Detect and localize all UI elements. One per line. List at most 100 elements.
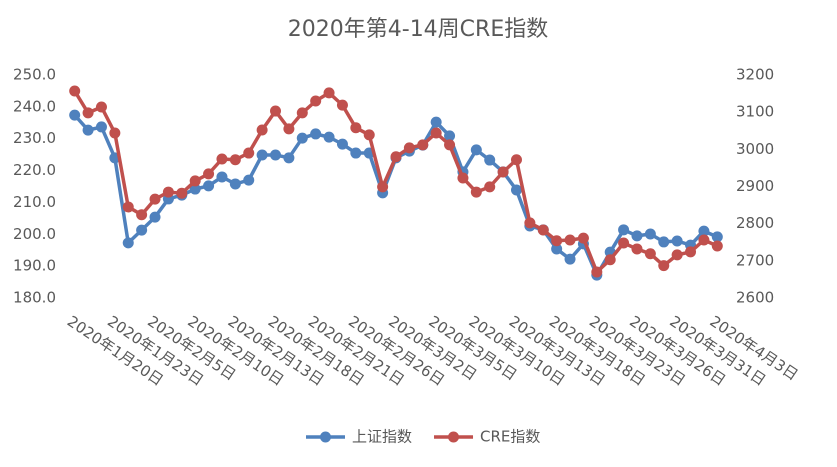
- point: [323, 87, 335, 99]
- point: [631, 243, 643, 255]
- point: [524, 217, 536, 229]
- point: [350, 147, 362, 159]
- point: [270, 105, 282, 117]
- point: [229, 178, 241, 190]
- point: [564, 234, 576, 246]
- y2-tick-label: 2900: [736, 177, 774, 195]
- point: [243, 174, 255, 186]
- point: [470, 144, 482, 156]
- point: [189, 175, 201, 187]
- point: [430, 127, 442, 139]
- y2-tick-label: 2700: [736, 251, 774, 269]
- legend-marker: [320, 431, 331, 443]
- point: [671, 235, 683, 247]
- point: [363, 129, 375, 141]
- point: [510, 154, 522, 166]
- point: [336, 99, 348, 111]
- point: [243, 147, 255, 159]
- point: [296, 132, 308, 144]
- point: [189, 183, 201, 195]
- point: [229, 154, 241, 166]
- point: [296, 107, 308, 119]
- point: [685, 246, 697, 258]
- point: [564, 253, 576, 265]
- point: [149, 211, 161, 223]
- y2-tick-label: 2800: [736, 214, 774, 232]
- point: [604, 254, 616, 266]
- point: [698, 234, 710, 246]
- point: [283, 152, 295, 164]
- point: [283, 123, 295, 135]
- point: [203, 168, 215, 180]
- point: [122, 237, 134, 249]
- point: [82, 124, 94, 136]
- point: [203, 180, 215, 192]
- point: [577, 232, 589, 244]
- point: [484, 154, 496, 166]
- point: [591, 266, 603, 278]
- point: [310, 95, 322, 107]
- legend-marker: [448, 431, 460, 443]
- point: [444, 139, 456, 151]
- point: [377, 181, 389, 193]
- y2-tick-label: 3000: [736, 140, 774, 158]
- point: [658, 236, 670, 248]
- point: [470, 186, 482, 198]
- chart-title: 2020年第4-14周CRE指数: [288, 17, 548, 42]
- y2-tick-label: 3100: [736, 103, 774, 121]
- point: [510, 184, 522, 196]
- point: [618, 237, 630, 249]
- legend-label: CRE指数: [480, 428, 540, 446]
- point: [658, 260, 670, 272]
- point: [109, 127, 121, 139]
- y-tick-label: 220.0: [13, 161, 56, 179]
- point: [444, 130, 456, 142]
- point: [551, 243, 563, 255]
- y-tick-label: 210.0: [13, 193, 56, 211]
- point: [671, 249, 683, 261]
- point: [176, 187, 188, 199]
- y-tick-label: 190.0: [13, 257, 56, 275]
- point: [310, 128, 322, 140]
- point: [216, 153, 228, 165]
- point: [350, 122, 362, 134]
- point: [644, 248, 656, 260]
- point: [457, 172, 469, 184]
- point: [711, 240, 723, 252]
- point: [136, 209, 148, 221]
- y-tick-label: 250.0: [13, 66, 56, 84]
- point: [551, 235, 563, 247]
- point: [417, 139, 429, 151]
- point: [484, 181, 496, 193]
- point: [82, 107, 94, 119]
- point: [136, 224, 148, 236]
- y2-tick-label: 3200: [736, 66, 774, 84]
- point: [711, 231, 723, 243]
- point: [390, 151, 402, 163]
- point: [95, 121, 107, 133]
- y2-tick-label: 2600: [736, 289, 774, 307]
- y-tick-label: 230.0: [13, 129, 56, 147]
- y-tick-label: 240.0: [13, 97, 56, 115]
- point: [430, 116, 442, 128]
- point: [403, 142, 415, 154]
- point: [631, 230, 643, 242]
- point: [336, 138, 348, 150]
- y-tick-label: 180.0: [13, 289, 56, 307]
- point: [644, 228, 656, 240]
- point: [256, 124, 268, 136]
- point: [162, 186, 174, 198]
- point: [216, 171, 228, 183]
- point: [95, 101, 107, 113]
- y-tick-label: 200.0: [13, 225, 56, 243]
- legend-label: 上证指数: [352, 428, 412, 446]
- point: [323, 131, 335, 143]
- point: [698, 225, 710, 237]
- point: [256, 149, 268, 161]
- point: [618, 224, 630, 236]
- point: [122, 201, 134, 213]
- point: [270, 149, 282, 161]
- point: [69, 85, 81, 97]
- point: [537, 224, 549, 236]
